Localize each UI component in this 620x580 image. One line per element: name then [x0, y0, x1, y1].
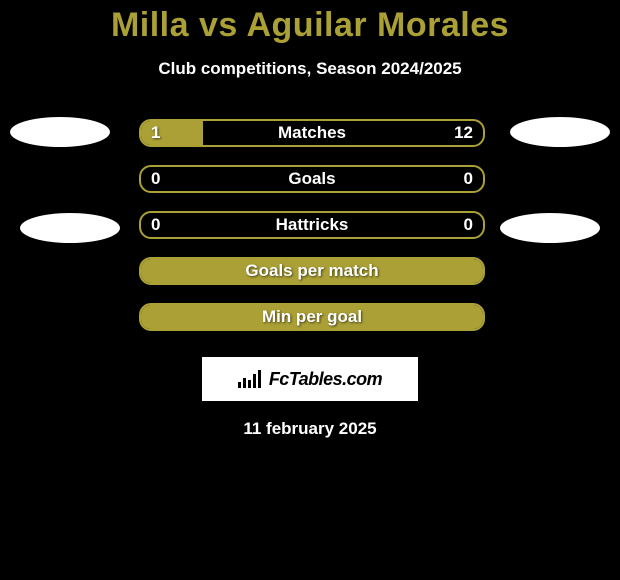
stat-label: Hattricks: [141, 215, 483, 235]
stat-row-goals-per-match: Goals per match: [0, 255, 620, 301]
stat-row-matches: Matches1 12: [0, 117, 620, 163]
stat-bar-matches: Matches1 12: [139, 119, 485, 147]
stat-rows: Matches112Goals00Hattricks00Goals per ma…: [0, 117, 620, 347]
stat-val-right: 12: [454, 123, 473, 143]
badge-bars-icon: [238, 370, 263, 388]
player-right-marker: [510, 117, 610, 147]
stat-val-left: 1: [151, 123, 160, 143]
badge-text: FcTables.com: [269, 369, 382, 390]
comparison-infographic: Milla vs Aguilar Morales Club competitio…: [0, 6, 620, 439]
stat-row-goals: Goals0 0: [0, 163, 620, 209]
stat-val-right: 0: [464, 169, 473, 189]
stat-bar-min-per-goal: Min per goal: [139, 303, 485, 331]
player-left-marker: [10, 117, 110, 147]
stat-label: Min per goal: [141, 307, 483, 327]
stat-bar-goals: Goals0 0: [139, 165, 485, 193]
page-title: Milla vs Aguilar Morales: [0, 6, 620, 45]
source-badge: FcTables.com: [202, 357, 418, 401]
stat-row-min-per-goal: Min per goal: [0, 301, 620, 347]
stat-label: Goals per match: [141, 261, 483, 281]
stat-label: Goals: [141, 169, 483, 189]
stat-val-right: 0: [464, 215, 473, 235]
stat-bar-goals-per-match: Goals per match: [139, 257, 485, 285]
stat-label: Matches: [141, 123, 483, 143]
stat-bar-hattricks: Hattricks0 0: [139, 211, 485, 239]
stat-val-left: 0: [151, 169, 160, 189]
stat-row-hattricks: Hattricks0 0: [0, 209, 620, 255]
subtitle: Club competitions, Season 2024/2025: [0, 59, 620, 79]
date-label: 11 february 2025: [0, 419, 620, 439]
stat-val-left: 0: [151, 215, 160, 235]
